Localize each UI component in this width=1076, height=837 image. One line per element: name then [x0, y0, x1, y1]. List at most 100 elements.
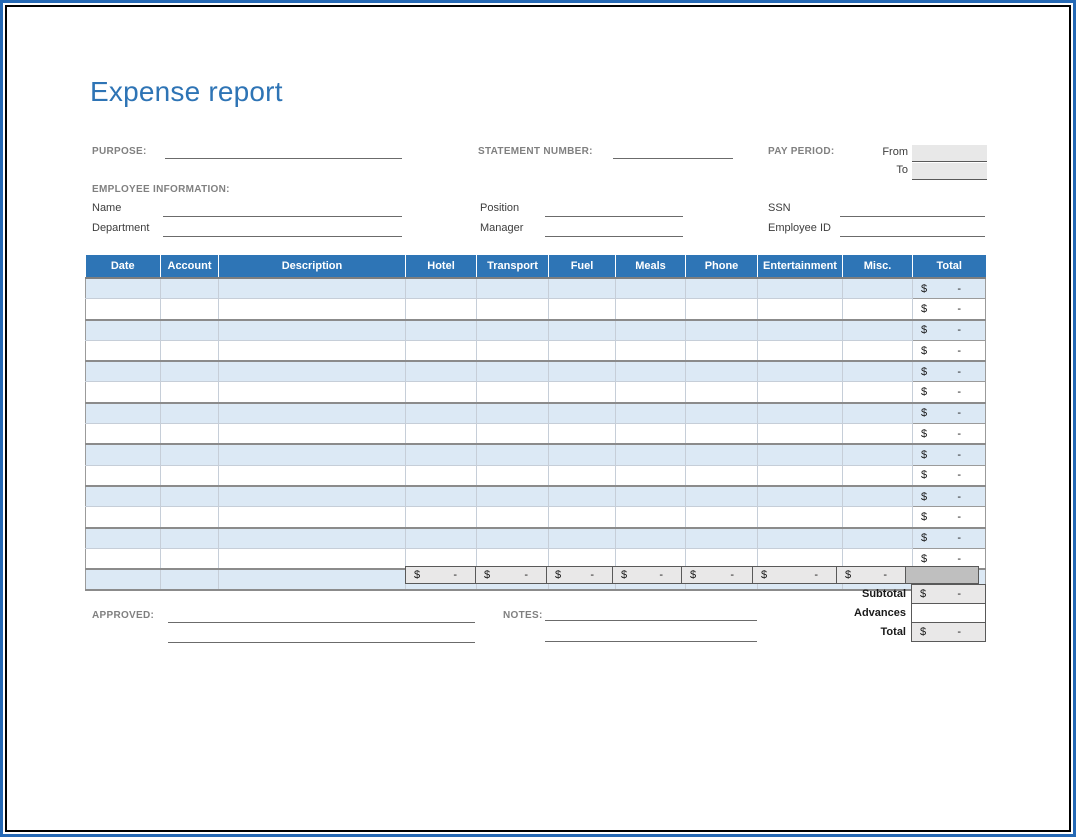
expense-cell-date[interactable] — [85, 569, 161, 592]
expense-cell-meals[interactable] — [615, 506, 686, 529]
expense-cell-entertainment[interactable] — [757, 402, 843, 425]
expense-cell-date[interactable] — [85, 319, 161, 341]
expense-cell-date[interactable] — [85, 402, 161, 425]
expense-cell-hotel[interactable] — [405, 444, 477, 466]
expense-cell-misc[interactable] — [842, 340, 913, 363]
expense-cell-hotel[interactable] — [405, 361, 477, 383]
expense-cell-date[interactable] — [85, 485, 161, 508]
expense-cell-meals[interactable] — [615, 527, 686, 549]
expense-cell-phone[interactable] — [685, 298, 758, 321]
expense-cell-fuel[interactable] — [548, 278, 616, 300]
expense-cell-entertainment[interactable] — [757, 444, 843, 466]
expense-cell-misc[interactable] — [842, 485, 913, 508]
expense-cell-hotel[interactable] — [405, 527, 477, 549]
expense-cell-fuel[interactable] — [548, 423, 616, 446]
expense-cell-entertainment[interactable] — [757, 527, 843, 549]
expense-cell-description[interactable] — [218, 569, 406, 592]
purpose-input-line[interactable] — [165, 158, 402, 159]
expense-cell-meals[interactable] — [615, 485, 686, 508]
expense-cell-meals[interactable] — [615, 298, 686, 321]
expense-cell-phone[interactable] — [685, 444, 758, 466]
expense-cell-account[interactable] — [160, 381, 219, 404]
expense-cell-meals[interactable] — [615, 319, 686, 341]
expense-cell-date[interactable] — [85, 381, 161, 404]
expense-cell-account[interactable] — [160, 527, 219, 549]
expense-cell-fuel[interactable] — [548, 444, 616, 466]
expense-cell-phone[interactable] — [685, 381, 758, 404]
expense-cell-transport[interactable] — [476, 340, 549, 363]
expense-cell-transport[interactable] — [476, 485, 549, 508]
position-input-line[interactable] — [545, 216, 683, 217]
ssn-input-line[interactable] — [840, 216, 985, 217]
expense-cell-transport[interactable] — [476, 298, 549, 321]
expense-cell-entertainment[interactable] — [757, 278, 843, 300]
expense-cell-entertainment[interactable] — [757, 485, 843, 508]
expense-cell-account[interactable] — [160, 278, 219, 300]
expense-cell-date[interactable] — [85, 548, 161, 571]
expense-cell-account[interactable] — [160, 361, 219, 383]
expense-cell-entertainment[interactable] — [757, 381, 843, 404]
pay-period-to-field[interactable] — [912, 163, 987, 180]
expense-cell-description[interactable] — [218, 423, 406, 446]
expense-cell-fuel[interactable] — [548, 319, 616, 341]
notes-line-1[interactable] — [545, 620, 757, 621]
expense-cell-transport[interactable] — [476, 319, 549, 341]
expense-cell-description[interactable] — [218, 319, 406, 341]
expense-cell-description[interactable] — [218, 361, 406, 383]
expense-cell-date[interactable] — [85, 444, 161, 466]
expense-cell-misc[interactable] — [842, 381, 913, 404]
manager-input-line[interactable] — [545, 236, 683, 237]
expense-cell-date[interactable] — [85, 298, 161, 321]
expense-cell-date[interactable] — [85, 340, 161, 363]
expense-cell-account[interactable] — [160, 548, 219, 571]
expense-cell-misc[interactable] — [842, 444, 913, 466]
expense-cell-meals[interactable] — [615, 402, 686, 425]
expense-cell-misc[interactable] — [842, 506, 913, 529]
expense-cell-misc[interactable] — [842, 527, 913, 549]
expense-cell-description[interactable] — [218, 485, 406, 508]
expense-cell-fuel[interactable] — [548, 506, 616, 529]
expense-cell-entertainment[interactable] — [757, 465, 843, 487]
expense-cell-phone[interactable] — [685, 465, 758, 487]
expense-cell-hotel[interactable] — [405, 381, 477, 404]
expense-cell-fuel[interactable] — [548, 485, 616, 508]
expense-cell-misc[interactable] — [842, 402, 913, 425]
expense-cell-account[interactable] — [160, 444, 219, 466]
approved-signature-line-1[interactable] — [168, 622, 475, 623]
expense-cell-description[interactable] — [218, 381, 406, 404]
expense-cell-transport[interactable] — [476, 444, 549, 466]
expense-cell-fuel[interactable] — [548, 340, 616, 363]
department-input-line[interactable] — [163, 236, 402, 237]
expense-cell-transport[interactable] — [476, 423, 549, 446]
expense-cell-date[interactable] — [85, 278, 161, 300]
expense-cell-misc[interactable] — [842, 319, 913, 341]
expense-cell-date[interactable] — [85, 465, 161, 487]
expense-cell-entertainment[interactable] — [757, 340, 843, 363]
expense-cell-description[interactable] — [218, 298, 406, 321]
expense-cell-hotel[interactable] — [405, 548, 477, 571]
expense-cell-fuel[interactable] — [548, 527, 616, 549]
expense-cell-account[interactable] — [160, 506, 219, 529]
expense-cell-entertainment[interactable] — [757, 298, 843, 321]
expense-cell-description[interactable] — [218, 548, 406, 571]
expense-cell-phone[interactable] — [685, 423, 758, 446]
expense-cell-phone[interactable] — [685, 278, 758, 300]
expense-cell-transport[interactable] — [476, 278, 549, 300]
expense-cell-hotel[interactable] — [405, 298, 477, 321]
expense-cell-meals[interactable] — [615, 465, 686, 487]
expense-cell-description[interactable] — [218, 444, 406, 466]
expense-cell-meals[interactable] — [615, 548, 686, 571]
expense-cell-hotel[interactable] — [405, 319, 477, 341]
expense-cell-description[interactable] — [218, 506, 406, 529]
expense-cell-misc[interactable] — [842, 361, 913, 383]
advances-input-cell[interactable] — [911, 603, 986, 623]
expense-cell-meals[interactable] — [615, 278, 686, 300]
expense-cell-date[interactable] — [85, 361, 161, 383]
expense-cell-phone[interactable] — [685, 527, 758, 549]
expense-cell-fuel[interactable] — [548, 548, 616, 571]
expense-cell-misc[interactable] — [842, 465, 913, 487]
expense-cell-date[interactable] — [85, 423, 161, 446]
expense-cell-meals[interactable] — [615, 423, 686, 446]
expense-cell-account[interactable] — [160, 298, 219, 321]
expense-cell-account[interactable] — [160, 402, 219, 425]
